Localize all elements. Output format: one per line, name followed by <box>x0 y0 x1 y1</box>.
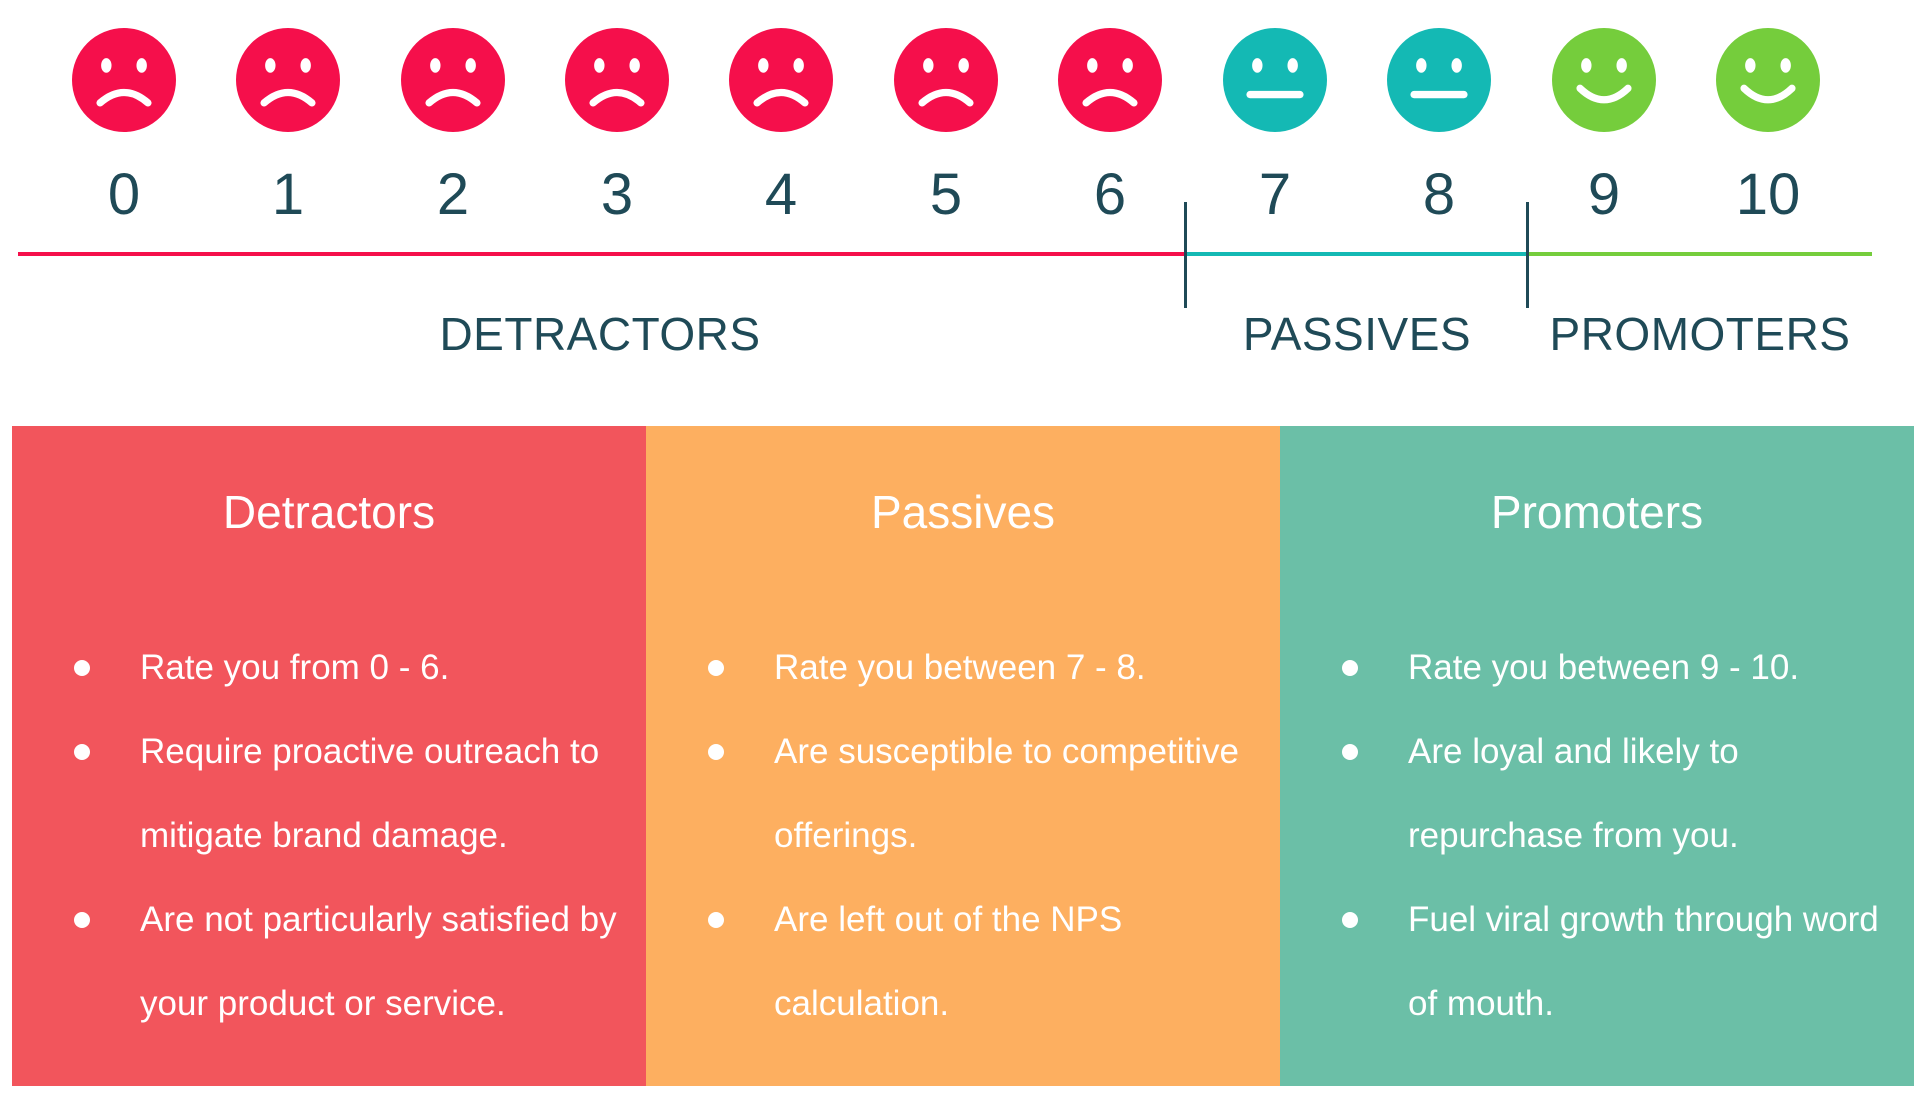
list-item-text: Are not particularly satisfied by your p… <box>140 900 617 1023</box>
list-item-text: Fuel viral growth through word of mouth. <box>1408 900 1879 1023</box>
sad-face-icon <box>72 28 176 132</box>
score-label-4: 4 <box>764 162 798 227</box>
list-item: Require proactive outreach to mitigate b… <box>12 710 646 878</box>
neutral-face-icon <box>1223 28 1327 132</box>
list-item: Rate you between 9 - 10. <box>1280 626 1914 710</box>
list-item: Are left out of the NPS calculation. <box>646 878 1280 1046</box>
sad-face-icon <box>401 28 505 132</box>
detractors-card: Detractors Rate you from 0 - 6. Require … <box>12 426 646 1086</box>
score-label-0: 0 <box>107 162 141 227</box>
happy-face-icon <box>1552 28 1656 132</box>
card-bullet-list: Rate you between 9 - 10. Are loyal and l… <box>1280 626 1914 1046</box>
passives-range-line <box>1186 252 1528 256</box>
group-label-passives: PASSIVES <box>1242 308 1472 360</box>
bullet-icon <box>74 660 90 676</box>
bullet-icon <box>1342 660 1358 676</box>
list-item-text: Rate you between 7 - 8. <box>774 648 1146 687</box>
bullet-icon <box>708 660 724 676</box>
score-label-9: 9 <box>1587 162 1621 227</box>
promoters-range-line <box>1528 252 1872 256</box>
score-label-6: 6 <box>1093 162 1127 227</box>
bullet-icon <box>708 912 724 928</box>
list-item: Rate you between 7 - 8. <box>646 626 1280 710</box>
score-label-7: 7 <box>1258 162 1292 227</box>
happy-face-icon <box>1716 28 1820 132</box>
detractors-range-line <box>18 252 1186 256</box>
card-title: Passives <box>870 486 1056 538</box>
sad-face-icon <box>236 28 340 132</box>
score-label-2: 2 <box>436 162 470 227</box>
sad-face-icon <box>894 28 998 132</box>
sad-face-icon <box>565 28 669 132</box>
passives-card: Passives Rate you between 7 - 8. Are sus… <box>646 426 1280 1086</box>
score-label-1: 1 <box>271 162 305 227</box>
score-label-5: 5 <box>929 162 963 227</box>
list-item: Rate you from 0 - 6. <box>12 626 646 710</box>
list-item-text: Are loyal and likely to repurchase from … <box>1408 732 1739 855</box>
nps-scale: 0 1 2 3 4 5 6 7 8 9 10 DETRACTORS PASSIVES PROMOTE… <box>0 0 1920 420</box>
passives-promoters-divider <box>1526 202 1529 308</box>
score-label-8: 8 <box>1422 162 1456 227</box>
card-title: Detractors <box>222 486 436 538</box>
detractors-passives-divider <box>1184 202 1187 308</box>
list-item: Fuel viral growth through word of mouth. <box>1280 878 1914 1046</box>
neutral-face-icon <box>1387 28 1491 132</box>
group-label-promoters: PROMOTERS <box>1549 308 1851 360</box>
list-item: Are susceptible to competitive offerings… <box>646 710 1280 878</box>
group-label-detractors: DETRACTORS <box>439 308 761 360</box>
list-item-text: Rate you from 0 - 6. <box>140 648 450 687</box>
card-title: Promoters <box>1490 486 1704 538</box>
bullet-icon <box>1342 912 1358 928</box>
promoters-card: Promoters Rate you between 9 - 10. Are l… <box>1280 426 1914 1086</box>
bullet-icon <box>74 912 90 928</box>
bullet-icon <box>708 744 724 760</box>
sad-face-icon <box>1058 28 1162 132</box>
score-label-3: 3 <box>600 162 634 227</box>
list-item-text: Require proactive outreach to mitigate b… <box>140 732 600 855</box>
list-item-text: Are left out of the NPS calculation. <box>774 900 1123 1023</box>
score-label-10: 10 <box>1735 162 1801 227</box>
bullet-icon <box>1342 744 1358 760</box>
list-item: Are loyal and likely to repurchase from … <box>1280 710 1914 878</box>
sad-face-icon <box>729 28 833 132</box>
card-bullet-list: Rate you from 0 - 6. Require proactive o… <box>12 626 646 1046</box>
list-item: Are not particularly satisfied by your p… <box>12 878 646 1046</box>
list-item-text: Are susceptible to competitive offerings… <box>774 732 1239 855</box>
card-bullet-list: Rate you between 7 - 8. Are susceptible … <box>646 626 1280 1046</box>
bullet-icon <box>74 744 90 760</box>
list-item-text: Rate you between 9 - 10. <box>1408 648 1800 687</box>
